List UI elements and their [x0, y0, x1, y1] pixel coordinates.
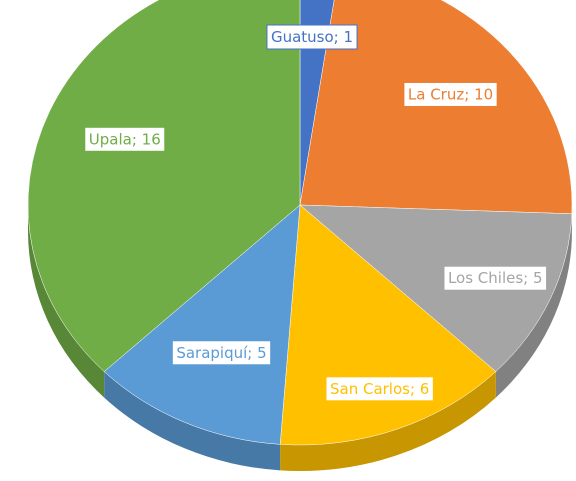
data-label-box [84, 126, 166, 152]
pie-side [104, 371, 281, 471]
data-label-box [325, 376, 434, 402]
label-separator: ; [410, 379, 420, 397]
label-value: 16 [142, 130, 161, 148]
label-category: San Carlos [330, 379, 410, 397]
label-category: Guatuso [271, 28, 334, 46]
label-category: Sarapiquí [176, 343, 248, 361]
pie-slice [299, 0, 335, 206]
data-label-text: Guatuso; 1 [271, 28, 353, 46]
label-value: 6 [420, 379, 430, 397]
pie-side [495, 213, 572, 398]
label-separator: ; [334, 28, 344, 46]
data-label-text: La Cruz; 10 [408, 85, 493, 103]
label-value: 10 [474, 85, 493, 103]
label-category: La Cruz [408, 85, 464, 103]
data-label: Upala; 16 [84, 126, 166, 152]
label-separator: ; [464, 85, 474, 103]
data-label-text: San Carlos; 6 [330, 379, 429, 397]
label-separator: ; [132, 130, 142, 148]
data-label-text: Upala; 16 [89, 130, 161, 148]
data-label: San Carlos; 6 [325, 376, 434, 402]
data-label-text: Los Chiles; 5 [448, 269, 543, 287]
data-label-box [443, 265, 548, 291]
data-label-text: Sarapiquí; 5 [176, 343, 266, 361]
pie-slice [299, 204, 573, 372]
data-label-box [266, 24, 358, 50]
data-label: La Cruz; 10 [403, 81, 498, 107]
pie-side [280, 371, 496, 471]
data-label: Guatuso; 1 [266, 24, 358, 50]
label-category: Upala [89, 130, 132, 148]
data-label-box [403, 81, 498, 107]
data-label-box [171, 340, 272, 366]
data-label: Sarapiquí; 5 [171, 340, 272, 366]
label-value: 5 [257, 343, 267, 361]
label-separator: ; [247, 343, 257, 361]
label-value: 5 [533, 269, 543, 287]
data-label: Los Chiles; 5 [443, 265, 548, 291]
label-value: 1 [343, 28, 353, 46]
pie-slice [103, 204, 301, 445]
pie-slice [27, 0, 301, 372]
label-category: Los Chiles [448, 269, 523, 287]
label-separator: ; [523, 269, 533, 287]
pie-side [28, 205, 105, 398]
